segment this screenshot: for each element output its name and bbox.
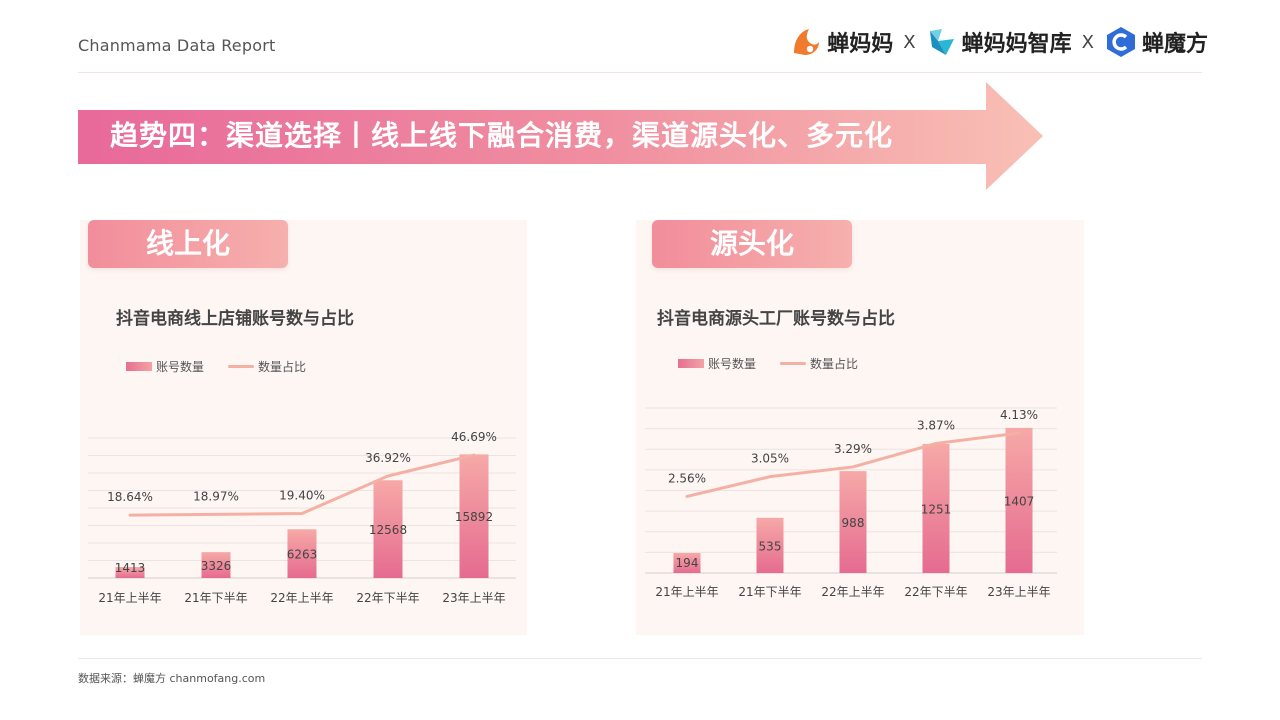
legend-bar-label: 账号数量	[156, 360, 205, 374]
x-tick-label: 23年上半年	[442, 591, 505, 605]
legend-item-bar: 账号数量	[678, 355, 756, 372]
ratio-value-label: 18.64%	[107, 490, 153, 504]
legend-item-line: 数量占比	[780, 355, 858, 372]
chanmama-think-tank-logo-icon	[929, 29, 954, 55]
bar-value-label: 1251	[921, 502, 952, 516]
x-tick-label: 21年上半年	[655, 585, 718, 599]
left-chart-title: 抖音电商线上店铺账号数与占比	[116, 309, 354, 329]
legend-line-label: 数量占比	[258, 360, 307, 374]
chanmama-think-tank-logo: 蝉妈妈智库	[926, 25, 1072, 59]
x-tick-label: 21年下半年	[184, 591, 247, 605]
x-tick-label: 23年上半年	[987, 585, 1050, 599]
bar	[201, 552, 231, 578]
bar-value-label: 3326	[201, 559, 232, 573]
bar-value-label: 988	[842, 516, 865, 530]
logo-separator: X	[903, 31, 916, 53]
brand-logos: 蝉妈妈 X 蝉妈妈智库 X 蝉魔方	[789, 22, 1208, 62]
ratio-value-label: 3.87%	[917, 418, 955, 432]
x-tick-label: 22年上半年	[270, 591, 333, 605]
footer-divider	[78, 658, 1202, 659]
report-title: Chanmama Data Report	[78, 36, 276, 55]
ratio-value-label: 2.56%	[668, 471, 706, 485]
x-tick-label: 22年下半年	[904, 585, 967, 599]
chanmama-logo-icon	[794, 29, 820, 55]
trend-banner-arrow	[78, 82, 1043, 190]
chanmama-think-tank-logo-text: 蝉妈妈智库	[961, 32, 1072, 57]
x-tick-label: 21年上半年	[98, 591, 161, 605]
legend-line-label: 数量占比	[810, 357, 859, 371]
online-tag: 线上化	[88, 220, 288, 268]
bar	[287, 529, 317, 578]
legend-bar-swatch	[126, 362, 152, 371]
bar	[115, 567, 145, 578]
bar	[922, 443, 950, 573]
header-divider	[78, 72, 1202, 73]
legend-line-swatch	[780, 362, 807, 365]
ratio-value-label: 46.69%	[451, 430, 497, 444]
logo-separator: X	[1081, 31, 1094, 53]
ratio-value-label: 4.13%	[1000, 408, 1038, 422]
legend-item-bar: 账号数量	[126, 358, 204, 375]
ratio-value-label: 18.97%	[193, 489, 239, 503]
chanmofang-logo-text: 蝉魔方	[1141, 32, 1208, 57]
chanmofang-logo-icon	[1106, 27, 1135, 57]
chanmama-logo-text: 蝉妈妈	[827, 32, 894, 57]
ratio-value-label: 19.40%	[279, 488, 325, 502]
source-tag: 源头化	[652, 220, 852, 268]
chanmofang-logo: 蝉魔方	[1104, 25, 1208, 59]
legend-item-line: 数量占比	[228, 358, 306, 375]
ratio-line	[128, 453, 476, 517]
bar-value-label: 6263	[287, 548, 318, 562]
legend-line-swatch	[228, 365, 255, 368]
right-chart-legend: 账号数量 数量占比	[678, 355, 858, 372]
bar	[373, 480, 403, 578]
ratio-value-label: 3.05%	[751, 452, 789, 466]
chanmama-logo: 蝉妈妈	[789, 25, 893, 59]
bar	[756, 517, 784, 573]
bar	[673, 552, 701, 573]
bar-value-label: 1413	[115, 561, 146, 575]
data-source-note: 数据来源：蝉魔方 chanmofang.com	[78, 672, 266, 685]
ratio-value-label: 36.92%	[365, 451, 411, 465]
ratio-value-label: 3.29%	[834, 442, 872, 456]
bar	[459, 454, 489, 578]
bar	[1005, 427, 1033, 573]
bar	[839, 471, 867, 573]
right-chart-title: 抖音电商源头工厂账号数与占比	[657, 309, 895, 329]
bar-value-label: 194	[676, 556, 699, 570]
bar-value-label: 15892	[455, 510, 493, 524]
online-store-chart: 1413 21年上半年 3326 21年下半年 6263 22年上半年 12568 22年下半…	[88, 430, 516, 605]
left-chart-legend: 账号数量 数量占比	[126, 358, 306, 375]
source-factory-chart: 194 21年上半年 535 21年下半年 988 22年上半年 1251 22年下半年 140…	[645, 407, 1057, 599]
x-tick-label: 22年下半年	[356, 591, 419, 605]
legend-bar-swatch	[678, 359, 704, 368]
x-tick-label: 22年上半年	[821, 585, 884, 599]
banner-title: 趋势四：渠道选择丨线上线下融合消费，渠道源头化、多元化	[110, 119, 894, 152]
bar-value-label: 12568	[369, 523, 407, 537]
x-tick-label: 21年下半年	[738, 585, 801, 599]
bar-value-label: 1407	[1004, 494, 1035, 508]
legend-bar-label: 账号数量	[708, 357, 757, 371]
bar-value-label: 535	[759, 539, 782, 553]
